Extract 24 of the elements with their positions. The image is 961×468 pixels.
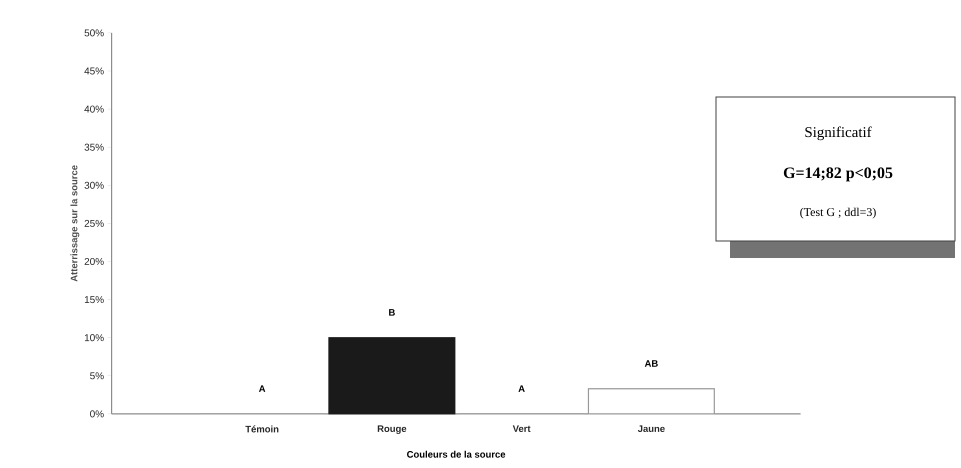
x-tick-label: Témoin [245,425,278,432]
annotation: A [258,385,266,392]
y-tick-label: 50% [84,29,104,36]
y-tick-label: 40% [84,106,104,113]
y-tick-label: 15% [84,296,104,304]
x-tick-label: Vert [512,425,530,432]
annotation: B [389,309,395,316]
y-tick-label: 0% [90,410,104,418]
y-tick-label: 5% [90,372,104,380]
y-axis-title: Atterrissage sur la source [70,165,80,282]
text: Significatif [805,126,872,140]
y-tick-label: 30% [84,182,104,189]
x-axis-title: Couleurs de la source [407,450,506,458]
annotation: (Test G ; ddl=3) [800,208,876,219]
y-tick-label: 35% [84,144,104,151]
x-tick-label: Rouge [378,425,406,434]
y-tick-label: 25% [84,220,104,227]
x-tick-label: Jaune [638,425,665,432]
annotation: AB [644,360,658,367]
y-tick-label: 10% [84,334,104,342]
annotation: A [518,385,525,392]
annotation: G=14;82 p<0;05 [784,167,892,182]
y-tick-label: 45% [84,67,104,74]
y-tick-label: 20% [84,258,104,266]
